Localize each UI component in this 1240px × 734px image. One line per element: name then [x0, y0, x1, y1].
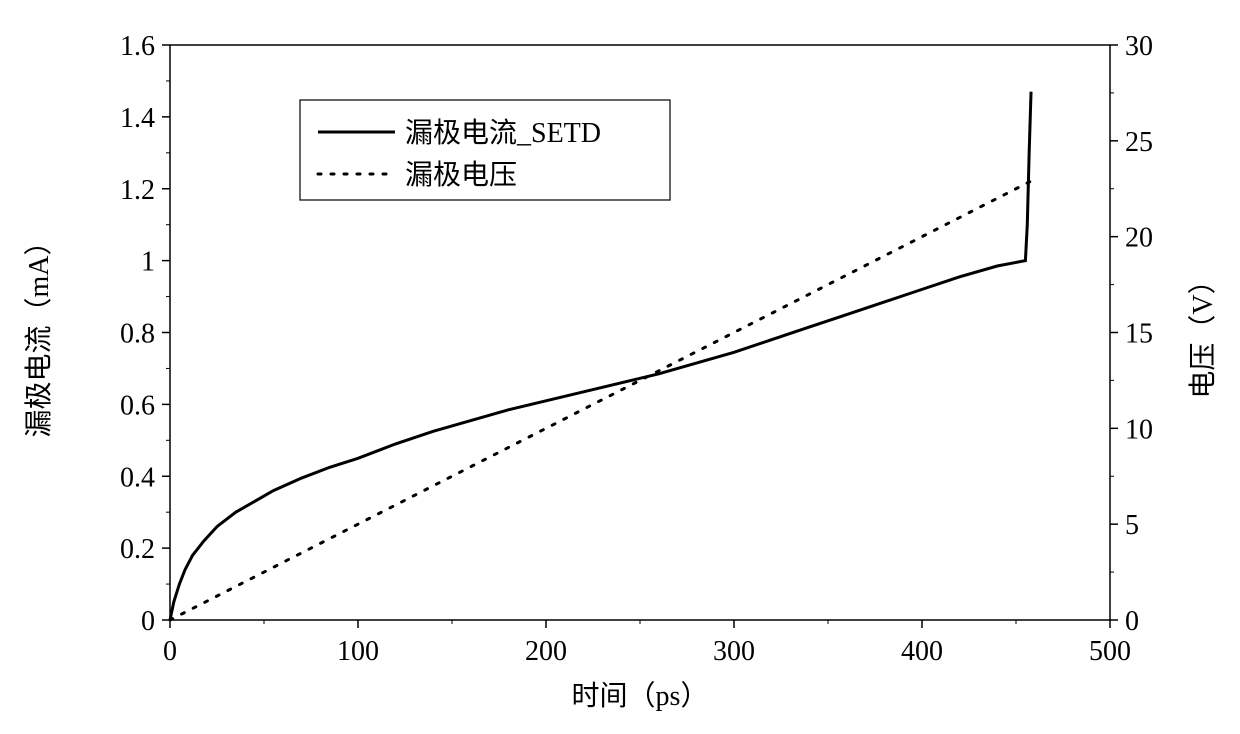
x-tick-label: 200 — [525, 636, 567, 667]
x-tick-label: 300 — [713, 636, 755, 667]
y-left-tick-label: 0.4 — [120, 462, 155, 493]
legend-label: 漏极电压 — [405, 159, 517, 191]
x-tick-label: 100 — [337, 636, 379, 667]
y-left-axis-label: 漏极电流（mA） — [23, 227, 55, 437]
y-right-tick-label: 0 — [1125, 606, 1139, 637]
x-axis-label: 时间（ps） — [572, 680, 709, 712]
series-line — [170, 179, 1035, 620]
y-left-tick-label: 1.4 — [120, 103, 155, 134]
y-right-tick-label: 20 — [1125, 223, 1153, 254]
dual-axis-line-chart: 010020030040050000.20.40.60.811.21.41.60… — [0, 0, 1240, 734]
x-tick-label: 400 — [901, 636, 943, 667]
chart-container: 010020030040050000.20.40.60.811.21.41.60… — [0, 0, 1240, 734]
y-right-tick-label: 15 — [1125, 319, 1153, 350]
x-tick-label: 500 — [1089, 636, 1131, 667]
y-left-tick-label: 1.2 — [120, 175, 155, 206]
y-left-tick-label: 0 — [141, 606, 155, 637]
y-left-tick-label: 0.8 — [120, 319, 155, 350]
y-right-tick-label: 30 — [1125, 31, 1153, 62]
y-right-tick-label: 10 — [1125, 414, 1153, 445]
y-left-tick-label: 0.6 — [120, 390, 155, 421]
y-right-axis-label: 电压（V） — [1187, 266, 1219, 398]
y-right-tick-label: 5 — [1125, 510, 1139, 541]
x-tick-label: 0 — [163, 636, 177, 667]
legend-label: 漏极电流_SETD — [405, 117, 601, 149]
y-left-tick-label: 1.6 — [120, 31, 155, 62]
y-right-tick-label: 25 — [1125, 127, 1153, 158]
y-left-tick-label: 1 — [141, 247, 155, 278]
y-left-tick-label: 0.2 — [120, 534, 155, 565]
